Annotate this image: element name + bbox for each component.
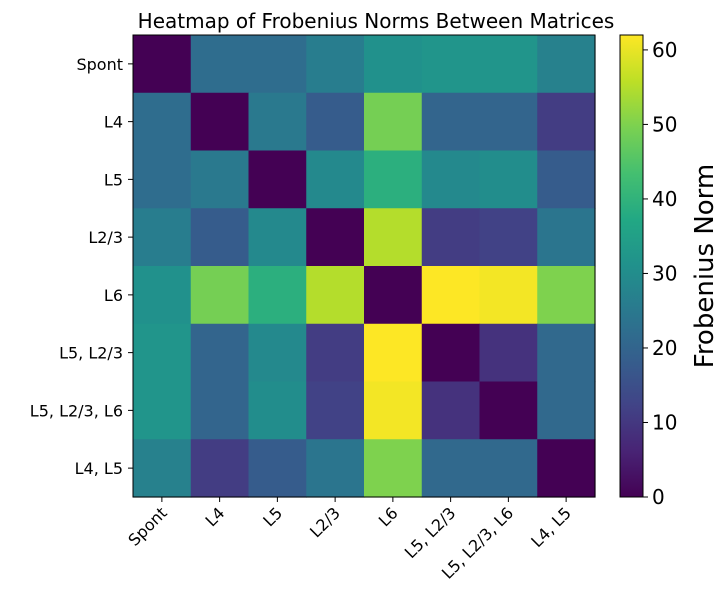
- heatmap-cell-r3-c1: [190, 208, 250, 267]
- colorbar-tick-label-20: 20: [652, 336, 677, 360]
- heatmap-cell-r2-c1: [190, 150, 250, 209]
- heatmap-cell-r2-c4: [364, 150, 423, 209]
- y-tick-label-spont: Spont: [76, 55, 123, 74]
- x-tick-label-l2-3: L2/3: [306, 503, 344, 541]
- heatmap-cell-r3-c7: [537, 208, 596, 267]
- y-tick-label-l2-3: L2/3: [88, 228, 123, 247]
- heatmap-cell-r7-c7: [537, 439, 596, 498]
- x-tick-label-l6: L6: [375, 503, 402, 530]
- heatmap-cell-r0-c0: [133, 35, 192, 94]
- heatmap-cell-r2-c3: [306, 150, 365, 209]
- heatmap-cell-r3-c3: [306, 208, 365, 267]
- y-tick-label-l4: L4: [104, 113, 123, 132]
- heatmap-cell-r5-c7: [537, 323, 596, 383]
- heatmap-cell-r6-c7: [537, 381, 596, 440]
- heatmap-cell-r7-c4: [364, 439, 423, 498]
- y-axis-ticks: Spont L4 L5 L2/3 L6 L5, L2/3 L5, L2/3, L6 L4, L…: [30, 55, 133, 478]
- heatmap-cell-r5-c1: [190, 323, 250, 383]
- heatmap-cell-r0-c1: [190, 35, 250, 94]
- heatmap-cell-r4-c7: [537, 266, 596, 325]
- colorbar-tick-label-30: 30: [652, 261, 677, 285]
- x-tick-label-l4: L4: [202, 503, 229, 530]
- heatmap-cell-r7-c3: [306, 439, 365, 498]
- heatmap-cell-r4-c2: [248, 266, 307, 325]
- colorbar-tick-label-50: 50: [652, 112, 677, 136]
- heatmap-cell-r7-c6: [479, 439, 538, 498]
- plot-border: [132, 34, 596, 498]
- heatmap-cell-r4-c5: [421, 266, 481, 325]
- colorbar-tick-label-40: 40: [652, 187, 677, 211]
- colorbar-label: Frobenius Norm: [690, 164, 720, 369]
- heatmap-cell-r0-c3: [306, 35, 365, 94]
- x-tick-label-spont: Spont: [124, 503, 170, 549]
- y-tick-label-l5-l2-3: L5, L2/3: [59, 344, 123, 363]
- heatmap-cell-r4-c0: [133, 266, 192, 325]
- heatmap-cell-r3-c0: [133, 208, 192, 267]
- heatmap-cell-r6-c5: [421, 381, 481, 440]
- heatmap-cell-r5-c3: [306, 323, 365, 383]
- y-tick-label-l4-l5: L4, L5: [75, 459, 123, 478]
- heatmap-cells: [133, 35, 596, 498]
- heatmap-cell-r1-c7: [537, 92, 596, 152]
- heatmap-cell-r6-c0: [133, 381, 192, 440]
- heatmap-cell-r3-c4: [364, 208, 423, 267]
- heatmap-cell-r5-c2: [248, 323, 307, 383]
- heatmap-cell-r5-c0: [133, 323, 192, 383]
- heatmap-cell-r0-c6: [479, 35, 538, 94]
- y-tick-label-l5: L5: [104, 170, 123, 189]
- heatmap-cell-r3-c2: [248, 208, 307, 267]
- heatmap-cell-r1-c1: [190, 92, 250, 152]
- heatmap-cell-r0-c2: [248, 35, 307, 94]
- heatmap-cell-r5-c6: [479, 323, 538, 383]
- y-tick-label-l6: L6: [104, 286, 123, 305]
- heatmap-cell-r1-c3: [306, 92, 365, 152]
- x-tick-label-l4-l5: L4, L5: [527, 503, 575, 551]
- heatmap-cell-r4-c1: [190, 266, 250, 325]
- heatmap-cell-r4-c4: [364, 266, 423, 325]
- heatmap-cell-r6-c2: [248, 381, 307, 440]
- x-tick-label-l5: L5: [259, 503, 286, 530]
- heatmap-cell-r3-c6: [479, 208, 538, 267]
- y-tick-label-l5-l2-3-l6: L5, L2/3, L6: [30, 401, 123, 420]
- chart-title: Heatmap of Frobenius Norms Between Matri…: [138, 9, 615, 33]
- colorbar-tick-label-10: 10: [652, 410, 677, 434]
- heatmap-cell-r6-c6: [479, 381, 538, 440]
- heatmap-cell-r6-c1: [190, 381, 250, 440]
- x-axis-ticks: Spont L4 L5 L2/3 L6 L5, L2/3L5, L2/3, L6 L4, L…: [124, 497, 575, 583]
- heatmap-cell-r1-c4: [364, 92, 423, 152]
- heatmap-cell-r2-c7: [537, 150, 596, 209]
- heatmap-cell-r6-c3: [306, 381, 365, 440]
- heatmap-cell-r1-c2: [248, 92, 307, 152]
- heatmap-cell-r2-c5: [421, 150, 481, 209]
- heatmap-cell-r4-c6: [479, 266, 538, 325]
- heatmap-cell-r7-c2: [248, 439, 307, 498]
- colorbar-tick-label-60: 60: [652, 38, 677, 62]
- heatmap-cell-r1-c6: [479, 92, 538, 152]
- heatmap-cell-r5-c5: [421, 323, 481, 383]
- heatmap-cell-r1-c5: [421, 92, 481, 152]
- heatmap-cell-r7-c0: [133, 439, 192, 498]
- colorbar-ticks: 0 10 20 30 40 50 60: [643, 38, 677, 509]
- heatmap-cell-r1-c0: [133, 92, 192, 152]
- heatmap-cell-r2-c0: [133, 150, 192, 209]
- x-tick-label-l5-l2-3: L5, L2/3: [401, 503, 460, 562]
- heatmap-cell-r4-c3: [306, 266, 365, 325]
- heatmap-cell-r3-c5: [421, 208, 481, 267]
- colorbar-tick-label-0: 0: [652, 485, 665, 509]
- heatmap-cell-r0-c7: [537, 35, 596, 94]
- heatmap-cell-r2-c6: [479, 150, 538, 209]
- heatmap-cell-r7-c1: [190, 439, 250, 498]
- colorbar: [619, 34, 644, 498]
- heatmap-cell-r6-c4: [364, 381, 423, 440]
- heatmap-cell-r2-c2: [248, 150, 307, 209]
- heatmap-cell-r7-c5: [421, 439, 481, 498]
- heatmap-cell-r0-c5: [421, 35, 481, 94]
- heatmap-cell-r0-c4: [364, 35, 423, 94]
- heatmap-cell-r5-c4: [364, 323, 423, 383]
